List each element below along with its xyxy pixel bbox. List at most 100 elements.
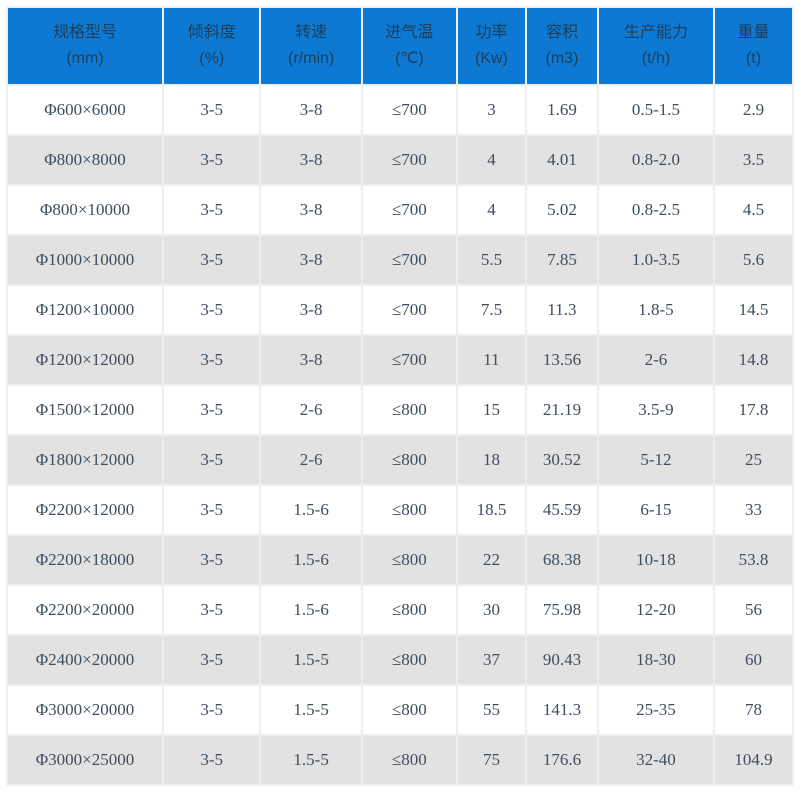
column-title: 功率 <box>475 24 508 41</box>
table-cell: 3-8 <box>261 86 361 134</box>
column-title: 容积 <box>545 24 578 41</box>
table-header: 规格型号 (mm) 倾斜度 (%) 转速 (r/min) 进气温 (℃) 功率 (Kw) 容积 (m3… <box>8 8 792 84</box>
column-header: 功率 (Kw) <box>457 8 525 84</box>
table-cell: 30.52 <box>526 436 597 484</box>
table-cell: Φ1000×10000 <box>8 236 162 284</box>
table-cell: 3-5 <box>164 486 260 534</box>
table-cell: ≤800 <box>362 386 456 434</box>
table-cell: 1.5-5 <box>261 636 361 684</box>
column-header: 倾斜度 (%) <box>164 8 260 84</box>
table-cell: 3-8 <box>261 286 361 334</box>
table-cell: 2-6 <box>261 436 361 484</box>
table-cell: 6-15 <box>599 486 713 534</box>
table-cell: 3-5 <box>164 236 260 284</box>
table-cell: 17.8 <box>714 386 792 434</box>
table-cell: 1.69 <box>526 86 597 134</box>
table-cell: 14.8 <box>714 336 792 384</box>
table-cell: 5-12 <box>599 436 713 484</box>
table-cell: Φ800×8000 <box>8 136 162 184</box>
table-cell: ≤800 <box>362 536 456 584</box>
column-unit: (%) <box>199 50 225 67</box>
table-cell: 14.5 <box>714 286 792 334</box>
column-title: 规格型号 <box>52 24 117 41</box>
column-unit: (℃) <box>395 50 424 67</box>
table-cell: ≤700 <box>362 136 456 184</box>
table-cell: ≤800 <box>362 686 456 734</box>
table-cell: Φ2200×12000 <box>8 486 162 534</box>
table-cell: 33 <box>714 486 792 534</box>
table-cell: 4.01 <box>526 136 597 184</box>
table-cell: 0.8-2.0 <box>599 136 713 184</box>
table-cell: 4 <box>457 136 525 184</box>
table-row: Φ1500×12000 3-5 2-6 ≤800 15 21.19 3.5-9 17.8 <box>8 386 792 434</box>
column-header: 生产能力 (t/h) <box>599 8 713 84</box>
table-cell: 37 <box>457 636 525 684</box>
table-cell: 5.5 <box>457 236 525 284</box>
table-cell: 1.5-6 <box>261 536 361 584</box>
table-cell: 3-8 <box>261 186 361 234</box>
table-cell: ≤700 <box>362 336 456 384</box>
table-cell: 22 <box>457 536 525 584</box>
table-cell: 3-5 <box>164 136 260 184</box>
table-row: Φ3000×25000 3-5 1.5-5 ≤800 75 176.6 32-40 104.9 <box>8 736 792 784</box>
table-cell: Φ3000×20000 <box>8 686 162 734</box>
column-unit: (m3) <box>545 50 579 67</box>
table-cell: 11 <box>457 336 525 384</box>
table-cell: ≤700 <box>362 286 456 334</box>
table-cell: 2-6 <box>599 336 713 384</box>
header-row: 规格型号 (mm) 倾斜度 (%) 转速 (r/min) 进气温 (℃) 功率 (Kw) 容积 (m3… <box>8 8 792 84</box>
table-cell: 5.02 <box>526 186 597 234</box>
table-cell: ≤800 <box>362 436 456 484</box>
table-cell: 141.3 <box>526 686 597 734</box>
table-cell: Φ2400×20000 <box>8 636 162 684</box>
table-cell: 75.98 <box>526 586 597 634</box>
table-row: Φ800×8000 3-5 3-8 ≤700 4 4.01 0.8-2.0 3.5 <box>8 136 792 184</box>
table-cell: 12-20 <box>599 586 713 634</box>
table-cell: 75 <box>457 736 525 784</box>
column-title: 进气温 <box>385 24 434 41</box>
table-cell: 1.5-5 <box>261 736 361 784</box>
table-cell: 4.5 <box>714 186 792 234</box>
table-row: Φ3000×20000 3-5 1.5-5 ≤800 55 141.3 25-35 78 <box>8 686 792 734</box>
table-cell: Φ3000×25000 <box>8 736 162 784</box>
table-cell: Φ800×10000 <box>8 186 162 234</box>
table-cell: 53.8 <box>714 536 792 584</box>
table-cell: 3-5 <box>164 686 260 734</box>
column-header: 规格型号 (mm) <box>8 8 162 84</box>
table-cell: Φ1800×12000 <box>8 436 162 484</box>
table-cell: 56 <box>714 586 792 634</box>
table-cell: 3-5 <box>164 586 260 634</box>
table-cell: 3.5 <box>714 136 792 184</box>
column-title: 生产能力 <box>623 24 688 41</box>
column-title: 重量 <box>737 24 770 41</box>
table-cell: 18.5 <box>457 486 525 534</box>
table-cell: 3 <box>457 86 525 134</box>
table-cell: 3-8 <box>261 236 361 284</box>
table-cell: 3-5 <box>164 186 260 234</box>
table-body: Φ600×6000 3-5 3-8 ≤700 3 1.69 0.5-1.5 2.9 Φ800×8… <box>8 86 792 784</box>
table-cell: 25 <box>714 436 792 484</box>
table-cell: ≤700 <box>362 186 456 234</box>
table-cell: ≤800 <box>362 586 456 634</box>
table-cell: 55 <box>457 686 525 734</box>
table-cell: 0.8-2.5 <box>599 186 713 234</box>
table-cell: 10-18 <box>599 536 713 584</box>
table-row: Φ2200×20000 3-5 1.5-6 ≤800 30 75.98 12-20 56 <box>8 586 792 634</box>
column-unit: (t) <box>745 50 762 67</box>
table-row: Φ1200×12000 3-5 3-8 ≤700 11 13.56 2-6 14.8 <box>8 336 792 384</box>
column-unit: (r/min) <box>288 50 335 67</box>
table-cell: 176.6 <box>526 736 597 784</box>
table-cell: 11.3 <box>526 286 597 334</box>
table-cell: 1.5-5 <box>261 686 361 734</box>
table-cell: 104.9 <box>714 736 792 784</box>
table-cell: 18-30 <box>599 636 713 684</box>
column-title: 转速 <box>295 24 328 41</box>
table-cell: 1.0-3.5 <box>599 236 713 284</box>
table-cell: Φ2200×20000 <box>8 586 162 634</box>
table-cell: 3-5 <box>164 736 260 784</box>
table-cell: 5.6 <box>714 236 792 284</box>
table-cell: 45.59 <box>526 486 597 534</box>
table-cell: 68.38 <box>526 536 597 584</box>
column-header: 重量 (t) <box>714 8 792 84</box>
